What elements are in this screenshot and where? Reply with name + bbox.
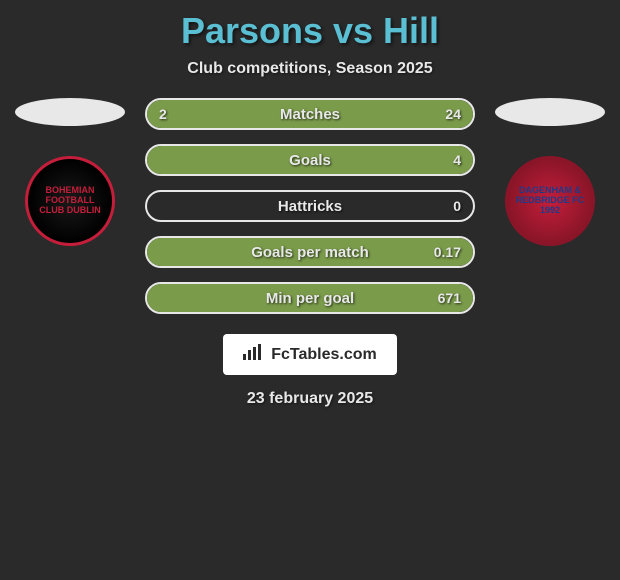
date-text: 23 february 2025 bbox=[247, 390, 373, 408]
left-side-col: BOHEMIAN FOOTBALL CLUB DUBLIN bbox=[10, 98, 130, 246]
stat-value-right: 0.17 bbox=[434, 244, 461, 260]
right-name-plate bbox=[495, 98, 605, 126]
stat-label: Goals bbox=[289, 152, 331, 169]
stat-value-right: 4 bbox=[453, 152, 461, 168]
stat-value-right: 0 bbox=[453, 198, 461, 214]
right-badge-text: DAGENHAM & REDBRIDGE FC 1992 bbox=[513, 186, 587, 216]
stat-bar: Min per goal 671 bbox=[145, 282, 475, 314]
stats-column: 2 Matches 24 Goals 4 Hattricks 0 Goals per matc… bbox=[145, 98, 475, 314]
stat-label: Goals per match bbox=[251, 244, 369, 261]
subtitle: Club competitions, Season 2025 bbox=[187, 60, 432, 78]
left-badge-text: BOHEMIAN FOOTBALL CLUB DUBLIN bbox=[33, 186, 107, 216]
comparison-card: Parsons vs Hill Club competitions, Seaso… bbox=[0, 0, 620, 418]
logo-text: FcTables.com bbox=[271, 346, 377, 364]
right-club-badge: DAGENHAM & REDBRIDGE FC 1992 bbox=[505, 156, 595, 246]
stat-value-right: 671 bbox=[438, 290, 461, 306]
left-club-badge: BOHEMIAN FOOTBALL CLUB DUBLIN bbox=[25, 156, 115, 246]
stat-value-right: 24 bbox=[445, 106, 461, 122]
stat-label: Min per goal bbox=[266, 290, 354, 307]
stat-bar: 2 Matches 24 bbox=[145, 98, 475, 130]
stat-label: Hattricks bbox=[278, 198, 342, 215]
stat-bar: Goals per match 0.17 bbox=[145, 236, 475, 268]
stat-label: Matches bbox=[280, 106, 340, 123]
stat-bar: Hattricks 0 bbox=[145, 190, 475, 222]
source-logo[interactable]: FcTables.com bbox=[223, 334, 397, 375]
main-row: BOHEMIAN FOOTBALL CLUB DUBLIN 2 Matches 24… bbox=[10, 98, 610, 314]
stat-bar: Goals 4 bbox=[145, 144, 475, 176]
chart-icon bbox=[243, 344, 263, 365]
right-side-col: DAGENHAM & REDBRIDGE FC 1992 bbox=[490, 98, 610, 246]
stat-value-left: 2 bbox=[159, 106, 167, 122]
left-name-plate bbox=[15, 98, 125, 126]
page-title: Parsons vs Hill bbox=[181, 10, 439, 52]
